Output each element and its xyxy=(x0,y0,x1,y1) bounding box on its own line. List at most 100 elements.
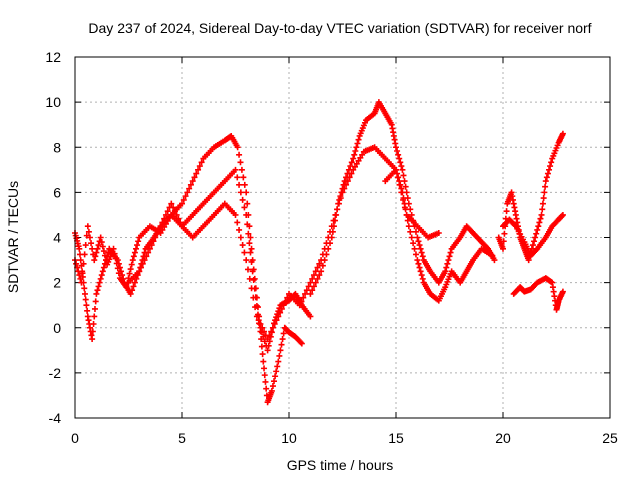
data-point xyxy=(411,245,418,252)
data-point xyxy=(271,320,278,327)
data-point xyxy=(86,234,93,241)
data-point xyxy=(84,223,91,230)
data-point xyxy=(127,266,134,273)
data-point xyxy=(446,253,453,260)
data-point xyxy=(394,170,401,177)
data-point xyxy=(83,302,90,309)
data-point xyxy=(542,178,549,185)
data-point xyxy=(328,234,335,241)
data-point xyxy=(491,257,498,264)
data-point xyxy=(399,166,406,173)
data-point xyxy=(275,358,282,365)
data-point xyxy=(92,253,99,260)
data-point xyxy=(319,262,326,269)
data-point xyxy=(500,245,506,252)
data-point xyxy=(120,275,127,282)
data-point xyxy=(145,249,152,256)
data-point xyxy=(265,342,272,349)
y-tick-label: 12 xyxy=(45,49,61,65)
y-tick-label: 10 xyxy=(45,94,61,110)
y-tick-label: -4 xyxy=(49,410,62,426)
data-point xyxy=(348,159,355,166)
y-tick-label: 4 xyxy=(53,230,61,246)
data-point xyxy=(269,324,276,331)
data-point xyxy=(316,272,323,279)
data-point xyxy=(99,243,106,250)
data-point xyxy=(89,328,96,335)
data-point xyxy=(276,352,283,359)
data-point xyxy=(303,287,310,294)
data-point xyxy=(81,285,88,292)
data-marks xyxy=(72,99,566,406)
series-1 xyxy=(72,132,305,406)
series-5 xyxy=(382,166,496,304)
data-point xyxy=(533,230,540,237)
data-point xyxy=(275,313,282,320)
data-point xyxy=(143,253,150,260)
data-point xyxy=(511,222,518,229)
data-point xyxy=(269,383,276,390)
data-point xyxy=(248,245,255,252)
data-point xyxy=(302,290,309,297)
data-point xyxy=(393,166,399,173)
data-point xyxy=(537,215,544,222)
data-point xyxy=(332,217,339,224)
data-point xyxy=(241,181,248,188)
data-point xyxy=(447,249,454,256)
data-point xyxy=(255,317,262,324)
data-point xyxy=(272,373,279,380)
data-point xyxy=(309,287,316,294)
data-point xyxy=(232,166,239,173)
data-point xyxy=(321,257,328,264)
data-point xyxy=(186,185,193,192)
data-point xyxy=(243,257,250,264)
data-point xyxy=(415,238,422,245)
data-point xyxy=(82,296,89,303)
data-point xyxy=(277,309,284,316)
data-point xyxy=(131,249,138,256)
data-point xyxy=(396,178,403,185)
data-point xyxy=(411,223,418,230)
data-point xyxy=(164,208,171,215)
y-tick-label: 8 xyxy=(53,139,61,155)
data-point xyxy=(312,279,319,286)
data-point xyxy=(168,200,175,207)
data-point xyxy=(400,172,407,179)
data-point xyxy=(100,264,107,271)
data-point xyxy=(266,332,273,339)
x-axis-label: GPS time / hours xyxy=(287,457,394,473)
data-point xyxy=(127,290,134,297)
x-tick-label: 0 xyxy=(71,430,79,446)
data-point xyxy=(132,245,139,252)
data-point xyxy=(259,324,266,331)
data-point xyxy=(280,330,287,337)
data-point xyxy=(307,313,314,320)
data-point xyxy=(150,238,157,245)
data-point xyxy=(340,181,347,188)
data-point xyxy=(91,305,98,312)
data-point xyxy=(119,272,126,279)
data-point xyxy=(539,200,546,207)
data-point xyxy=(244,221,251,228)
data-point xyxy=(94,245,101,252)
data-point xyxy=(544,170,551,177)
y-tick-label: 0 xyxy=(53,320,61,336)
data-point xyxy=(243,189,250,196)
data-point xyxy=(89,245,96,252)
data-point xyxy=(268,387,275,394)
data-point xyxy=(341,178,348,185)
data-point xyxy=(401,200,408,207)
data-point xyxy=(397,159,404,166)
data-point xyxy=(128,261,135,268)
data-point xyxy=(171,208,178,215)
data-point xyxy=(250,276,257,283)
data-point xyxy=(343,174,350,181)
data-point xyxy=(115,260,122,267)
data-point xyxy=(410,217,417,224)
data-point xyxy=(136,268,143,275)
data-point xyxy=(412,251,419,258)
data-point xyxy=(443,264,450,271)
chart-title: Day 237 of 2024, Sidereal Day-to-day VTE… xyxy=(88,20,591,36)
data-point xyxy=(418,272,425,279)
data-point xyxy=(248,258,255,265)
